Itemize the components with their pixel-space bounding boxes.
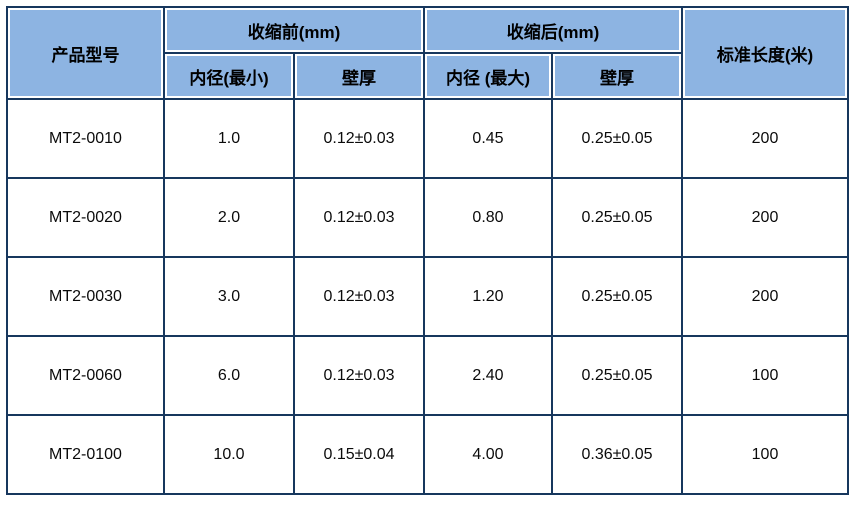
cell-inner-diameter-min: 6.0 — [163, 335, 295, 416]
cell-wall-thickness-after: 0.25±0.05 — [551, 335, 683, 416]
cell-wall-thickness-before: 0.15±0.04 — [293, 414, 425, 495]
cell-inner-diameter-min: 1.0 — [163, 98, 295, 179]
cell-product-model: MT2-0060 — [6, 335, 165, 416]
header-after-shrink: 收缩后(mm) — [423, 6, 683, 54]
cell-product-model: MT2-0010 — [6, 98, 165, 179]
header-standard-length: 标准长度(米) — [681, 6, 849, 100]
header-before-shrink: 收缩前(mm) — [163, 6, 425, 54]
header-wall-thickness-after: 壁厚 — [551, 52, 683, 100]
cell-wall-thickness-before: 0.12±0.03 — [293, 177, 425, 258]
cell-wall-thickness-after: 0.36±0.05 — [551, 414, 683, 495]
cell-product-model: MT2-0100 — [6, 414, 165, 495]
table-row: MT2-0020 2.0 0.12±0.03 0.80 0.25±0.05 20… — [6, 177, 849, 258]
cell-inner-diameter-max: 4.00 — [423, 414, 553, 495]
header-inner-diameter-max: 内径 (最大) — [423, 52, 553, 100]
table-body: MT2-0010 1.0 0.12±0.03 0.45 0.25±0.05 20… — [6, 98, 849, 495]
cell-product-model: MT2-0030 — [6, 256, 165, 337]
cell-wall-thickness-before: 0.12±0.03 — [293, 335, 425, 416]
table-row: MT2-0010 1.0 0.12±0.03 0.45 0.25±0.05 20… — [6, 98, 849, 179]
cell-standard-length: 100 — [681, 335, 849, 416]
header-row-groups: 产品型号 收缩前(mm) 收缩后(mm) 标准长度(米) — [6, 6, 849, 100]
cell-wall-thickness-after: 0.25±0.05 — [551, 177, 683, 258]
table-row: MT2-0030 3.0 0.12±0.03 1.20 0.25±0.05 20… — [6, 256, 849, 337]
cell-inner-diameter-min: 2.0 — [163, 177, 295, 258]
header-inner-diameter-min: 内径(最小) — [163, 52, 295, 100]
cell-standard-length: 100 — [681, 414, 849, 495]
cell-wall-thickness-after: 0.25±0.05 — [551, 98, 683, 179]
cell-inner-diameter-max: 1.20 — [423, 256, 553, 337]
cell-wall-thickness-before: 0.12±0.03 — [293, 98, 425, 179]
table-row: MT2-0060 6.0 0.12±0.03 2.40 0.25±0.05 10… — [6, 335, 849, 416]
cell-standard-length: 200 — [681, 256, 849, 337]
header-row-sub: 内径(最小) 壁厚 内径 (最大) 壁厚 — [7, 52, 848, 100]
cell-standard-length: 200 — [681, 98, 849, 179]
cell-inner-diameter-max: 2.40 — [423, 335, 553, 416]
cell-inner-diameter-min: 3.0 — [163, 256, 295, 337]
cell-standard-length: 200 — [681, 177, 849, 258]
header-wall-thickness-before: 壁厚 — [293, 52, 425, 100]
header-product-model: 产品型号 — [6, 6, 165, 100]
cell-inner-diameter-max: 0.45 — [423, 98, 553, 179]
cell-wall-thickness-after: 0.25±0.05 — [551, 256, 683, 337]
product-spec-table: 产品型号 收缩前(mm) 收缩后(mm) 标准长度(米) 内径(最小) 壁厚 内… — [6, 6, 849, 495]
cell-wall-thickness-before: 0.12±0.03 — [293, 256, 425, 337]
table-header: 产品型号 收缩前(mm) 收缩后(mm) 标准长度(米) 内径(最小) 壁厚 内… — [6, 6, 849, 100]
cell-product-model: MT2-0020 — [6, 177, 165, 258]
cell-inner-diameter-max: 0.80 — [423, 177, 553, 258]
cell-inner-diameter-min: 10.0 — [163, 414, 295, 495]
table-row: MT2-0100 10.0 0.15±0.04 4.00 0.36±0.05 1… — [6, 414, 849, 495]
